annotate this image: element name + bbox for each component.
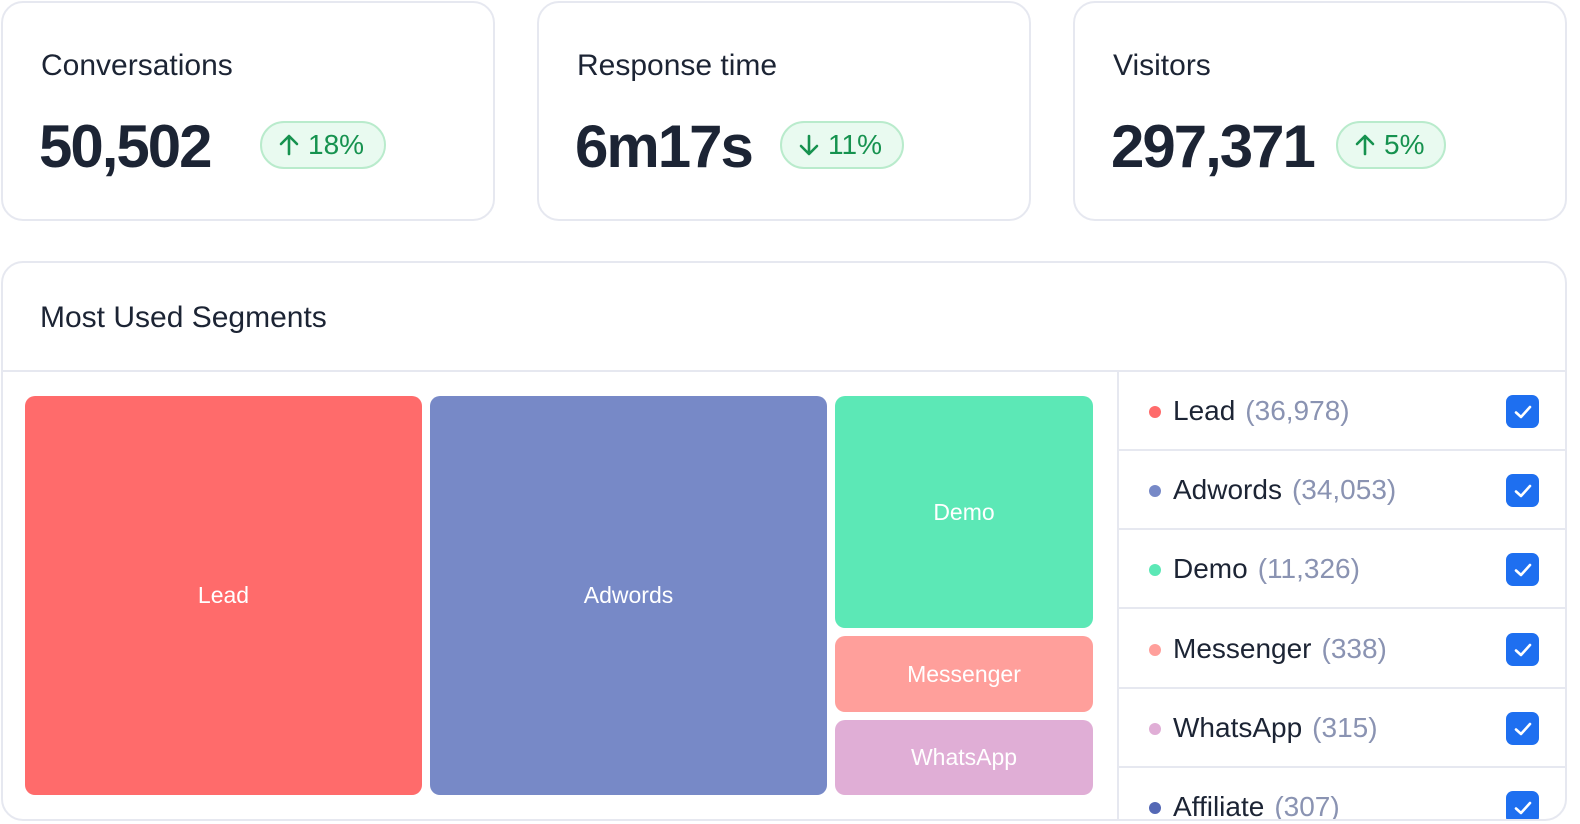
legend-item-whatsapp: WhatsApp (315) bbox=[1119, 689, 1565, 768]
legend-name: Adwords bbox=[1173, 474, 1282, 505]
change-badge: 18% bbox=[260, 121, 387, 169]
legend-item-affiliate: Affiliate (307) bbox=[1119, 768, 1565, 821]
divider bbox=[1117, 371, 1119, 819]
panel-title: Most Used Segments bbox=[40, 301, 327, 334]
stat-value: 297,371 bbox=[1111, 113, 1316, 180]
change-value: 11% bbox=[828, 129, 882, 160]
stat-value: 50,502 bbox=[39, 113, 213, 180]
legend-dot bbox=[1149, 802, 1161, 814]
stat-title: Visitors bbox=[1113, 49, 1211, 82]
tile-label: Adwords bbox=[583, 582, 674, 608]
change-badge: 11% bbox=[780, 121, 904, 169]
treemap-tile-messenger[interactable]: Messenger bbox=[835, 636, 1093, 712]
legend-checkbox[interactable] bbox=[1506, 633, 1539, 666]
legend-dot bbox=[1149, 644, 1161, 656]
legend-count: (34,053) bbox=[1291, 474, 1397, 505]
legend-count: (36,978) bbox=[1245, 395, 1350, 426]
tile-label: Messenger bbox=[907, 660, 1021, 687]
checkmark-icon bbox=[1514, 801, 1531, 814]
conversations-card: Conversations 50,502 18% bbox=[1, 1, 495, 221]
stat-title: Response time bbox=[577, 49, 778, 82]
legend-checkbox[interactable] bbox=[1506, 395, 1539, 428]
response-time-card: Response time 6m17s 11% bbox=[537, 1, 1031, 221]
tile-label: WhatsApp bbox=[910, 744, 1018, 770]
legend-name: Messenger bbox=[1173, 633, 1312, 664]
legend-checkbox[interactable] bbox=[1506, 712, 1539, 745]
legend-checkbox[interactable] bbox=[1506, 553, 1539, 586]
stat-value: 6m17s bbox=[575, 113, 754, 180]
legend-item-lead: Lead (36,978) bbox=[1119, 372, 1565, 451]
change-value: 5% bbox=[1384, 129, 1425, 160]
legend-name: WhatsApp bbox=[1173, 712, 1303, 743]
change-value: 18% bbox=[308, 129, 365, 160]
legend-dot bbox=[1149, 485, 1161, 497]
legend-dot bbox=[1149, 723, 1161, 735]
arrow-up-icon bbox=[1355, 134, 1375, 156]
legend-item-messenger: Messenger (338) bbox=[1119, 610, 1565, 689]
legend-name: Affiliate bbox=[1173, 791, 1265, 821]
tile-label: Lead bbox=[197, 582, 250, 608]
legend-count: (315) bbox=[1312, 712, 1378, 743]
checkmark-icon bbox=[1514, 643, 1531, 656]
legend-dot bbox=[1149, 406, 1161, 418]
checkmark-icon bbox=[1514, 563, 1531, 576]
divider bbox=[3, 370, 1565, 372]
checkmark-icon bbox=[1514, 484, 1531, 497]
treemap-tile-demo[interactable]: Demo bbox=[835, 396, 1093, 628]
legend-count: (307) bbox=[1274, 791, 1340, 821]
checkmark-icon bbox=[1514, 722, 1531, 735]
legend-name: Lead bbox=[1173, 395, 1236, 426]
legend-dot bbox=[1149, 564, 1161, 576]
tile-label: Demo bbox=[933, 498, 995, 525]
legend-item-demo: Demo (11,326) bbox=[1119, 530, 1565, 609]
legend-count: (11,326) bbox=[1257, 553, 1360, 584]
legend-count: (338) bbox=[1321, 633, 1387, 664]
legend-checkbox[interactable] bbox=[1506, 474, 1539, 507]
visitors-card: Visitors 297,371 5% bbox=[1073, 1, 1567, 221]
treemap-tile-whatsapp[interactable]: WhatsApp bbox=[835, 720, 1093, 795]
treemap-tile-adwords[interactable]: Adwords bbox=[430, 396, 827, 795]
legend-name: Demo bbox=[1173, 553, 1248, 584]
most-used-segments-panel: Most Used Segments Lead Adwords Demo Mes… bbox=[1, 261, 1567, 821]
stat-title: Conversations bbox=[41, 49, 233, 82]
legend-item-adwords: Adwords (34,053) bbox=[1119, 451, 1565, 530]
arrow-down-icon bbox=[799, 134, 819, 156]
checkmark-icon bbox=[1514, 405, 1531, 418]
treemap-tile-lead[interactable]: Lead bbox=[25, 396, 422, 795]
change-badge: 5% bbox=[1336, 121, 1447, 169]
legend-checkbox[interactable] bbox=[1506, 791, 1539, 819]
arrow-up-icon bbox=[279, 134, 299, 156]
